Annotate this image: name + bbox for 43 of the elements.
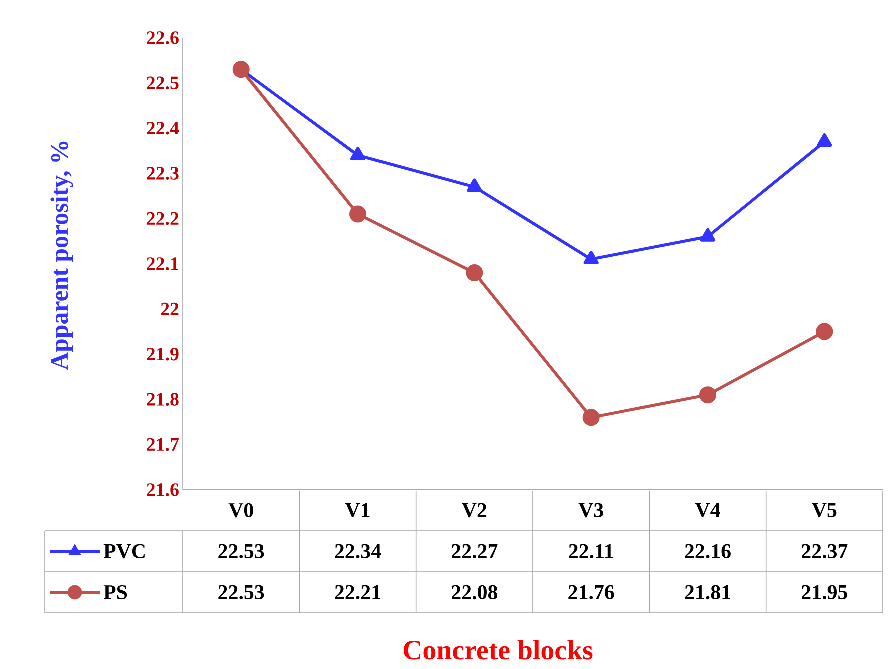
y-tick-label: 21.6: [147, 484, 179, 496]
x-tick-label: V5: [812, 503, 837, 518]
point: [816, 323, 834, 340]
point: [582, 409, 600, 426]
x-tick-label: V3: [578, 503, 604, 518]
legend-label: PS: [104, 585, 128, 600]
point: [700, 386, 717, 404]
data-label: 21.81: [685, 585, 730, 600]
point: [467, 178, 482, 192]
point: [700, 228, 716, 242]
y-axis-title: Apparent porosity, %: [50, 142, 74, 370]
x-tick-label: V0: [228, 503, 254, 518]
x-tick-label: V1: [345, 503, 370, 518]
y-tick-label: 22.2: [147, 212, 179, 226]
data-label: 22.16: [685, 544, 731, 559]
y-tick-label: 22.6: [147, 32, 179, 44]
y-tick-label: 21.9: [147, 348, 179, 361]
data-label: 22.34: [335, 544, 382, 559]
point: [466, 264, 484, 282]
data-label: 21.95: [802, 585, 848, 600]
x-tick-label: V2: [462, 503, 487, 518]
y-tick-label: 21.7: [147, 438, 180, 452]
point: [584, 250, 599, 264]
legend-label: PVC: [104, 544, 145, 559]
y-tick-label: 22: [161, 302, 179, 316]
point: [350, 206, 367, 223]
y-tick-label: 22.4: [147, 122, 180, 135]
data-label: 21.76: [568, 585, 614, 600]
data-label: 22.11: [569, 544, 614, 559]
point: [817, 133, 832, 147]
y-tick-label: 22.3: [147, 167, 179, 180]
data-label: 22.27: [452, 544, 498, 559]
x-axis-title: Concrete blocks: [404, 640, 593, 660]
data-label: 22.53: [218, 544, 264, 559]
x-tick-label: V4: [695, 503, 720, 518]
y-tick-label: 22.5: [147, 76, 179, 90]
y-tick-label: 21.8: [147, 393, 179, 406]
point: [350, 147, 366, 161]
data-label: 22.08: [452, 585, 498, 600]
data-label: 22.37: [802, 544, 848, 559]
y-tick-label: 22.1: [147, 258, 179, 270]
data-label: 22.21: [335, 585, 380, 600]
data-label: 22.53: [218, 585, 264, 600]
